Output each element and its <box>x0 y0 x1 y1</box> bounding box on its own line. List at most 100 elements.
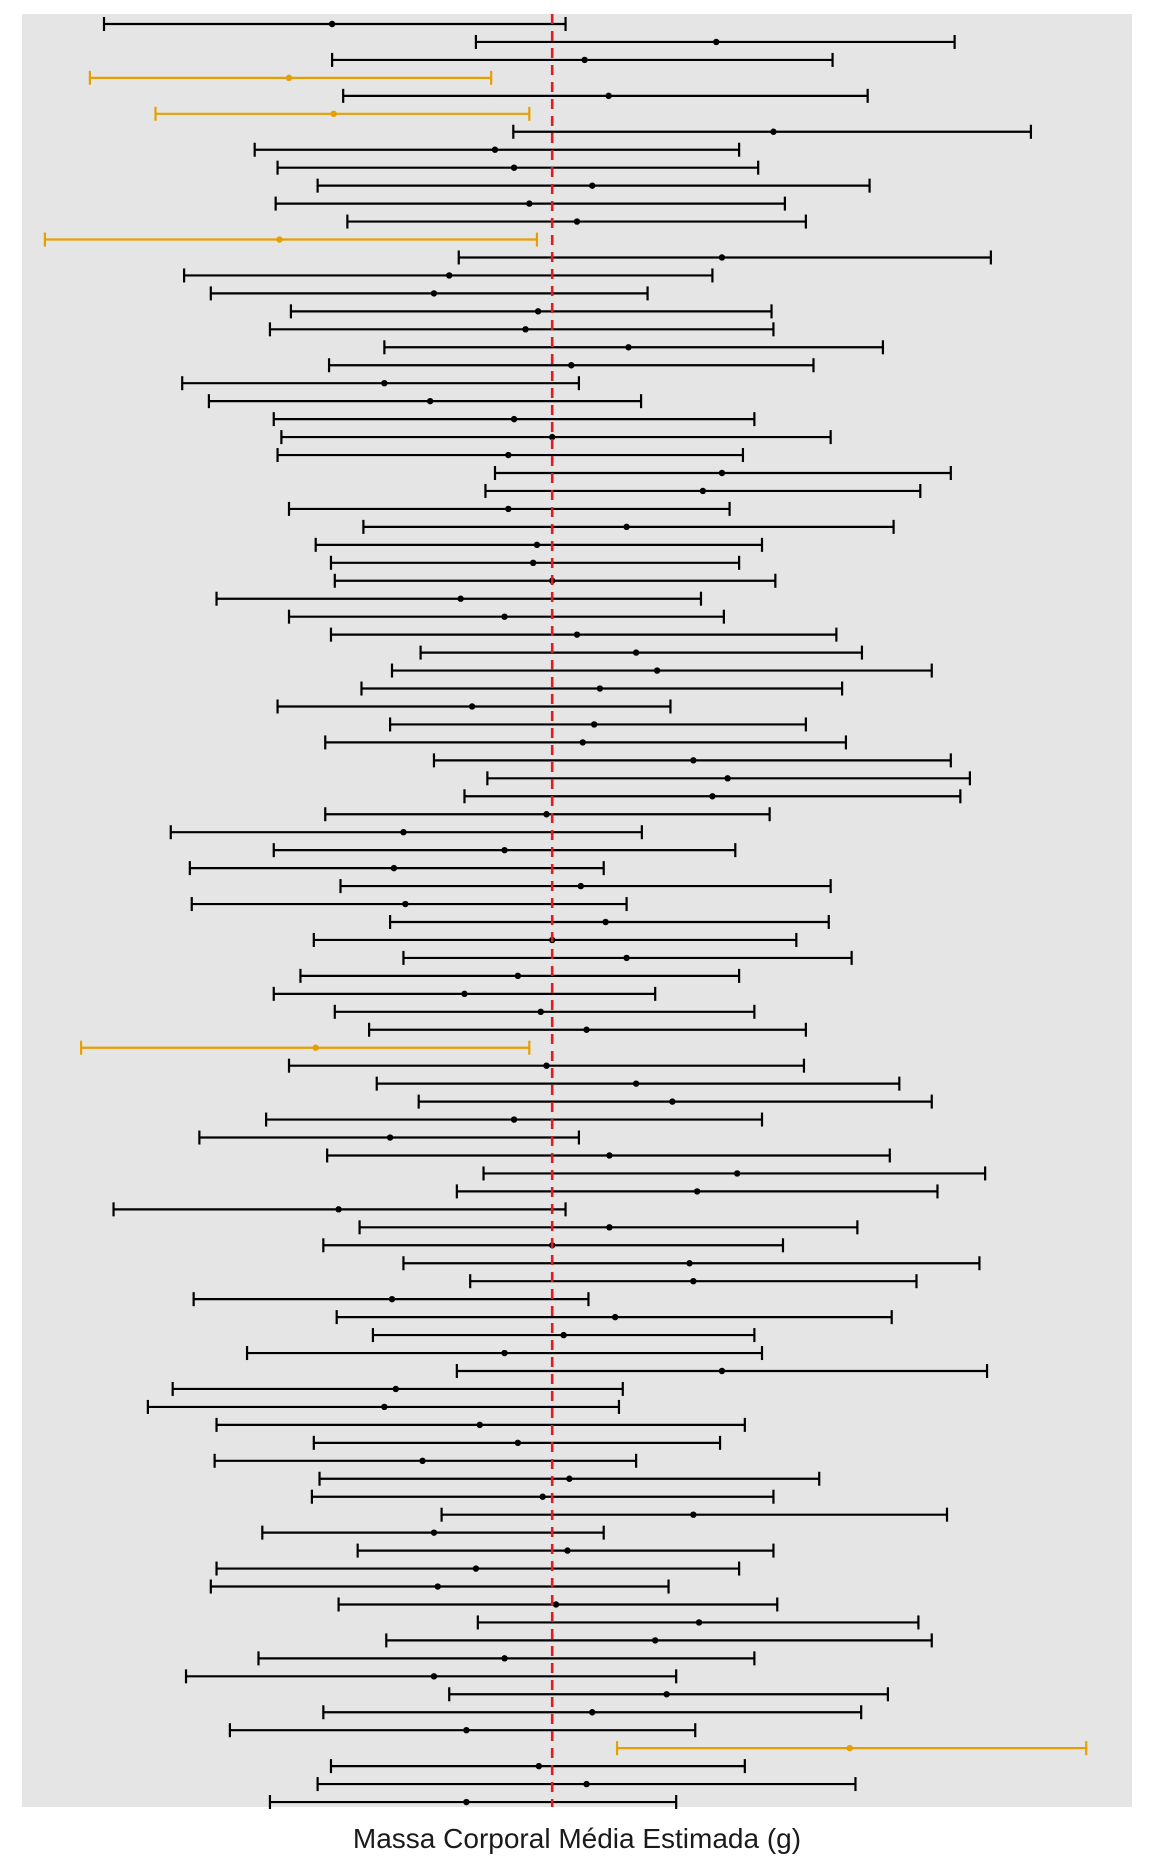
interval-44 <box>463 789 962 804</box>
interval-mean-point <box>577 882 585 890</box>
interval-mean-point <box>529 559 537 566</box>
interval-mean-point <box>381 1403 388 1411</box>
interval-mean-point <box>543 811 550 818</box>
interval-mean-point <box>579 739 586 746</box>
interval-mean-point <box>328 20 336 28</box>
interval-mean-point <box>581 56 588 64</box>
intervals-layer <box>43 17 1088 1810</box>
interval-16 <box>209 286 649 301</box>
interval-mean-point <box>472 1565 480 1572</box>
interval-83 <box>310 1489 775 1504</box>
interval-mean-point <box>312 1044 319 1051</box>
interval-mean-point <box>430 1673 438 1680</box>
interval-34 <box>287 609 725 624</box>
interval-mean-point <box>734 1170 741 1177</box>
interval-78 <box>146 1399 621 1414</box>
interval-94 <box>448 1687 889 1702</box>
interval-mean-point <box>693 1188 701 1195</box>
interval-11 <box>274 196 786 211</box>
interval-29 <box>362 519 895 534</box>
interval-mean-point <box>510 415 518 423</box>
interval-mean-point <box>468 703 476 710</box>
interval-mean-point <box>402 900 409 908</box>
interval-mean-point <box>514 972 522 980</box>
interval-100 <box>268 1795 678 1810</box>
interval-41 <box>324 735 848 750</box>
interval-25 <box>276 448 745 463</box>
interval-mean-point <box>686 1260 693 1267</box>
interval-mean-point <box>566 1475 573 1482</box>
interval-35 <box>329 627 838 642</box>
interval-mean-point <box>632 649 640 656</box>
interval-28 <box>287 501 731 516</box>
interval-19 <box>383 340 885 355</box>
interval-39 <box>276 699 672 714</box>
interval-mean-point <box>718 1367 726 1375</box>
interval-mean-point <box>400 829 407 836</box>
interval-mean-point <box>501 846 508 854</box>
interval-mean-point <box>589 1709 596 1716</box>
interval-71 <box>469 1274 918 1289</box>
interval-91 <box>385 1633 933 1648</box>
interval-mean-point <box>690 757 697 764</box>
interval-61 <box>417 1094 933 1109</box>
interval-mean-point <box>446 272 453 279</box>
interval-68 <box>358 1220 859 1235</box>
interval-mean-point <box>713 38 720 46</box>
interval-50 <box>190 897 628 912</box>
interval-mean-point <box>583 1026 590 1033</box>
interval-mean-point <box>625 344 632 351</box>
interval-51 <box>388 915 830 929</box>
interval-mean-point <box>552 1601 560 1608</box>
interval-mean-point <box>537 1008 544 1015</box>
interval-mean-point <box>461 990 468 998</box>
interval-15 <box>183 268 714 283</box>
interval-38 <box>360 681 844 696</box>
interval-48 <box>188 861 605 876</box>
interval-85 <box>261 1525 605 1540</box>
interval-23 <box>272 412 756 427</box>
interval-mean-point <box>392 1385 400 1393</box>
interval-36 <box>419 645 864 660</box>
interval-mean-point <box>560 1331 567 1339</box>
interval-mean-point <box>623 523 630 531</box>
interval-mean-point <box>611 1313 619 1321</box>
interval-18 <box>268 322 775 337</box>
interval-79 <box>215 1417 746 1432</box>
interval-59 <box>287 1058 806 1073</box>
interval-mean-point <box>596 685 604 692</box>
interval-89 <box>337 1597 779 1612</box>
interval-30 <box>314 537 764 552</box>
interval-mean-point <box>522 326 529 333</box>
interval-31 <box>329 555 741 570</box>
interval-8 <box>253 142 741 157</box>
interval-76 <box>455 1364 989 1378</box>
interval-mean-point <box>549 433 556 441</box>
interval-mean-point <box>606 1224 613 1231</box>
interval-mean-point <box>690 1511 697 1518</box>
interval-mean-point <box>699 487 707 495</box>
interval-mean-point <box>276 236 283 243</box>
interval-5 <box>342 88 869 103</box>
interval-4 <box>88 70 493 85</box>
interval-20 <box>327 358 815 373</box>
interval-mean-point <box>526 200 533 207</box>
interval-mean-point <box>602 918 609 926</box>
x-axis-title: Massa Corporal Média Estimada (g) <box>353 1823 801 1854</box>
interval-42 <box>432 753 952 768</box>
interval-46 <box>169 825 643 840</box>
interval-13 <box>43 232 539 247</box>
interval-mean-point <box>718 254 726 261</box>
interval-53 <box>402 950 853 965</box>
interval-mean-point <box>388 1295 396 1303</box>
interval-mean-point <box>501 1655 508 1662</box>
interval-mean-point <box>695 1619 703 1626</box>
interval-12 <box>346 214 807 229</box>
interval-mean-point <box>623 954 630 962</box>
interval-70 <box>402 1256 981 1271</box>
interval-9 <box>276 160 760 175</box>
interval-mean-point <box>386 1134 394 1141</box>
interval-92 <box>257 1651 756 1666</box>
interval-mean-point <box>430 290 438 297</box>
interval-40 <box>388 717 807 732</box>
